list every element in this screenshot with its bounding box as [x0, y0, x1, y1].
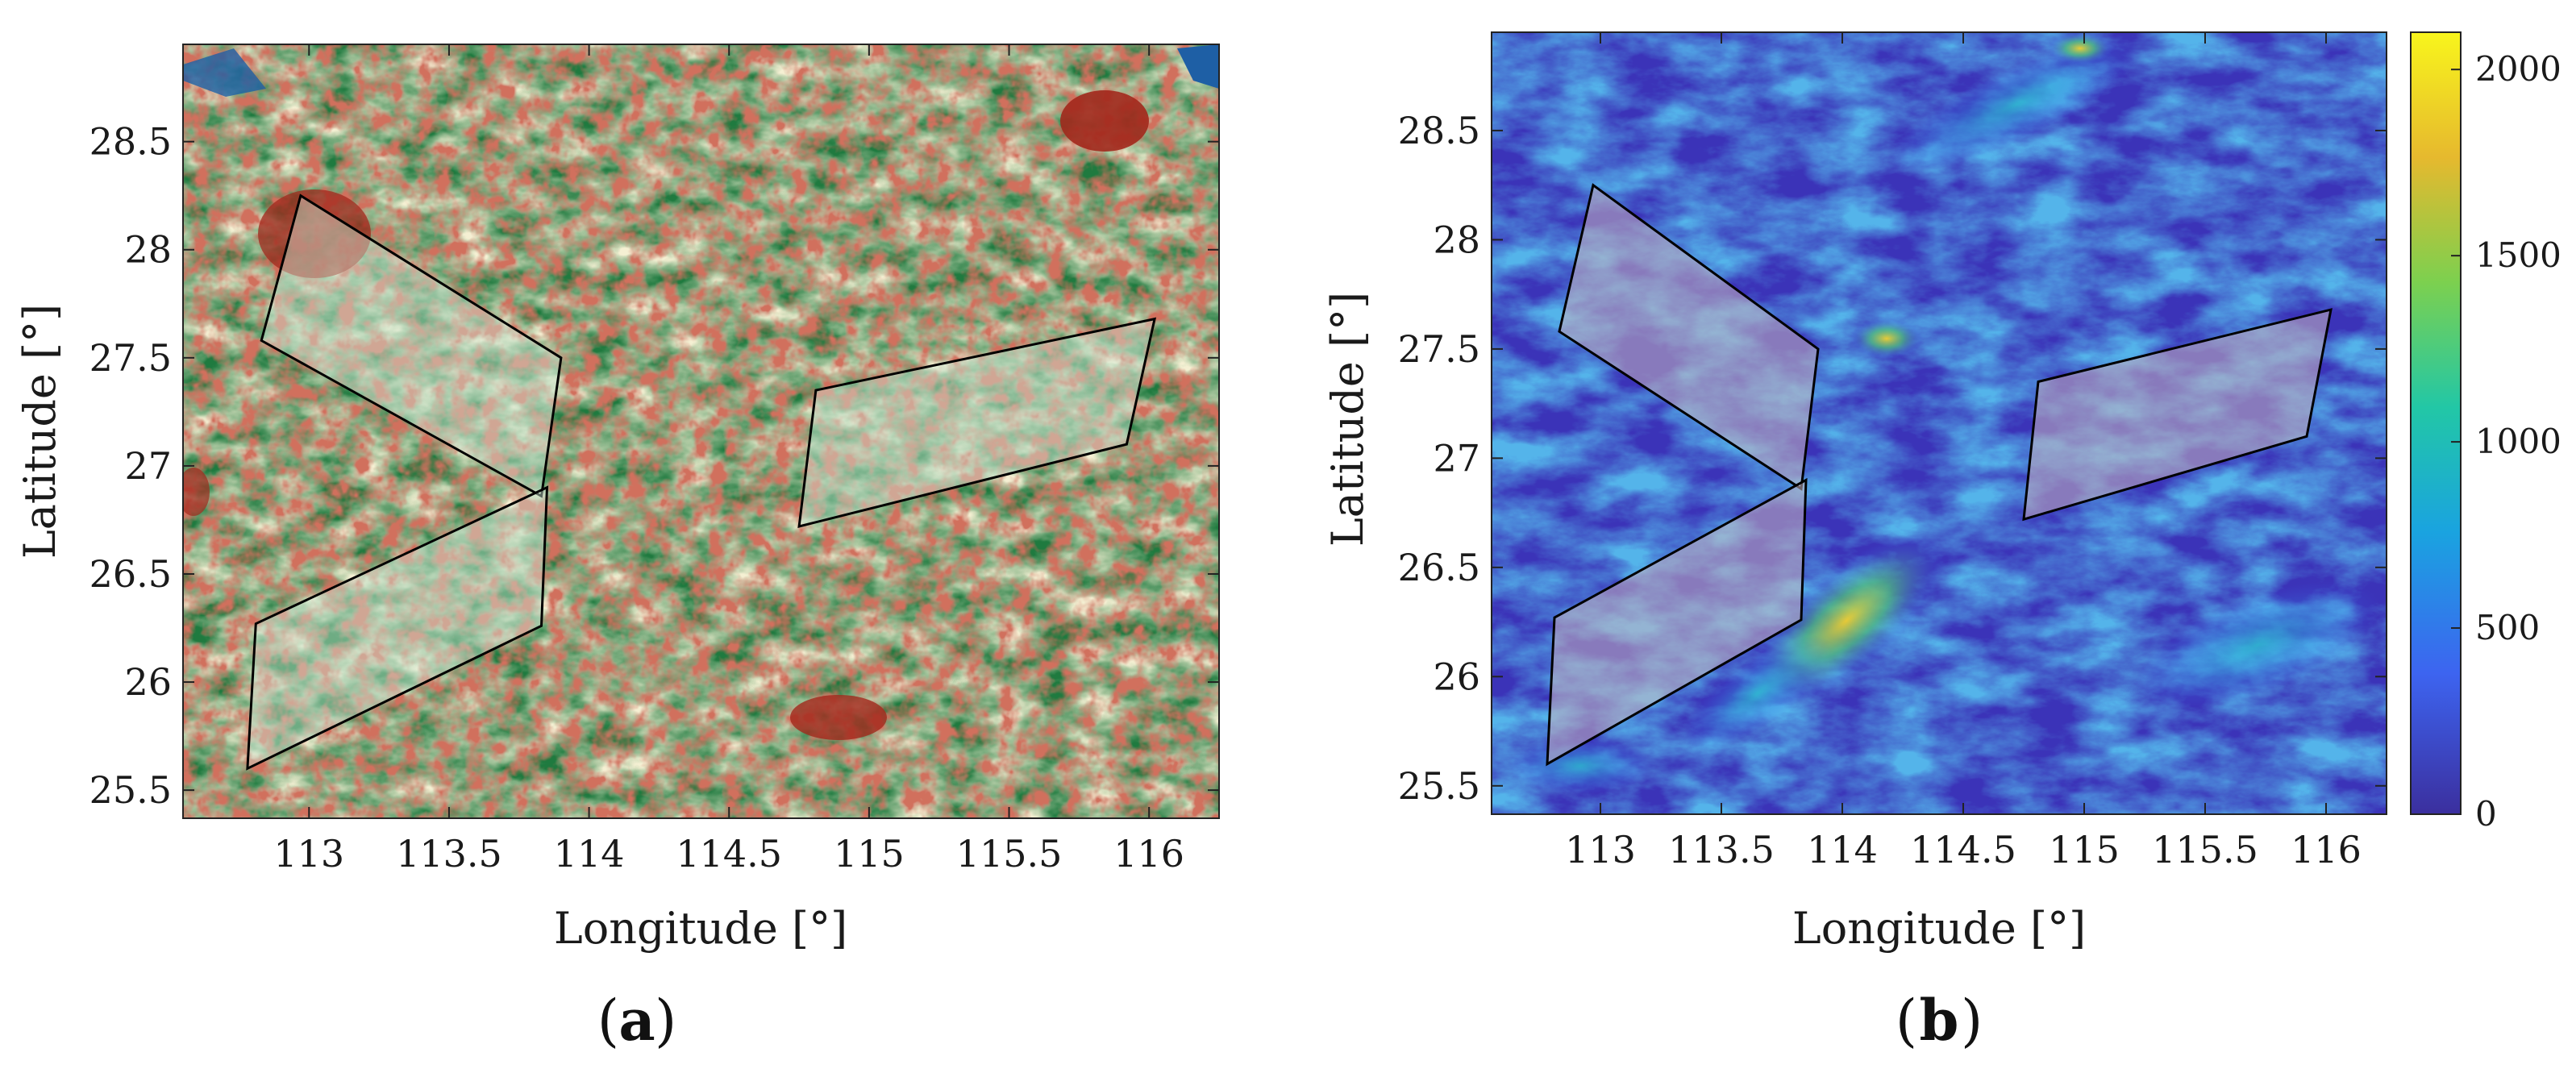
colorbar-tick-label: 1500 [2475, 235, 2561, 275]
ticks-b: 113 113.5 114 114.5 115 115.5 116 25.5 26 26.5 27 2… [1398, 32, 2387, 871]
panel-label-b-letter: b [1920, 987, 1959, 1054]
y-tick-label: 26 [1433, 655, 1480, 698]
x-tick-label: 115 [834, 832, 905, 875]
colorbar: 0 500 1000 1500 2000 [2410, 31, 2561, 834]
y-axis-label-b: Latitude [°] [1322, 292, 1373, 547]
svg-text:(: ( [597, 988, 619, 1054]
panel-a-land-cover-map: 113 113.5 114 114.5 115 115.5 116 25.5 26 26.5 27 2… [15, 44, 1220, 1054]
svg-text:): ) [655, 988, 676, 1054]
y-tick-label: 28.5 [1398, 109, 1480, 152]
y-tick-label: 28 [124, 228, 172, 272]
colorbar-tick-label: 2000 [2475, 49, 2561, 89]
region-overlays-a [246, 193, 1157, 771]
region-right [2022, 308, 2333, 522]
land-cover-raster [183, 44, 1219, 818]
y-tick-label: 27.5 [1398, 327, 1480, 371]
y-tick-label: 26.5 [89, 552, 172, 596]
x-tick-label: 114.5 [1910, 828, 2016, 871]
region-lower-left [1546, 477, 1808, 767]
x-tick-label: 114 [554, 832, 625, 875]
y-tick-label: 28 [1433, 218, 1480, 261]
panel-label-b: ( b ) [1896, 987, 1983, 1054]
x-tick-label: 115.5 [2152, 828, 2258, 871]
x-tick-label: 114 [1807, 828, 1878, 871]
region-right [797, 317, 1157, 528]
x-tick-label: 116 [1113, 832, 1184, 875]
x-tick-label: 113 [273, 832, 344, 875]
axis-frame-a [182, 44, 1220, 819]
region-lower-left [246, 485, 549, 771]
x-tick-label: 113 [1565, 828, 1636, 871]
y-tick-label: 26 [124, 660, 172, 704]
y-tick-label: 27.5 [89, 336, 172, 380]
y-tick-label: 26.5 [1398, 546, 1480, 589]
panel-label-a: ( a ) [597, 987, 677, 1054]
y-tick-label: 25.5 [89, 768, 172, 812]
y-tick-label: 25.5 [1398, 764, 1480, 808]
x-tick-label: 114.5 [676, 832, 782, 875]
svg-text:): ) [1961, 988, 1983, 1054]
region-upper-left [260, 193, 563, 498]
y-tick-label: 27 [124, 444, 172, 488]
y-tick-label: 28.5 [89, 120, 172, 164]
x-tick-label: 115.5 [956, 832, 1063, 875]
x-tick-label: 115 [2049, 828, 2120, 871]
x-tick-label: 113.5 [396, 832, 502, 875]
x-tick-label: 116 [2291, 828, 2362, 871]
colorbar-tick-label: 0 [2475, 794, 2497, 834]
x-axis-label-b: Longitude [°] [1792, 903, 2086, 954]
svg-text:(: ( [1896, 988, 1917, 1054]
axis-frame-b [1491, 31, 2387, 815]
y-tick-label: 27 [1433, 436, 1480, 480]
panel-label-a-letter: a [618, 987, 655, 1054]
x-axis-label-a: Longitude [°] [554, 903, 847, 954]
panel-b-elevation-map: 113 113.5 114 114.5 115 115.5 116 25.5 26 26.5 27 2… [1322, 31, 2561, 1054]
ticks-a: 113 113.5 114 114.5 115 115.5 116 25.5 26 26.5 27 2… [89, 44, 1219, 875]
colorbar-tick-label: 500 [2475, 608, 2540, 647]
colorbar-gradient [2410, 31, 2462, 815]
y-axis-label-a: Latitude [°] [15, 304, 65, 559]
colorbar-ticks: 0 500 1000 1500 2000 [2451, 49, 2561, 834]
x-tick-label: 113.5 [1668, 828, 1775, 871]
colorbar-tick-label: 1000 [2475, 422, 2561, 461]
region-overlays-b [1546, 183, 2333, 767]
